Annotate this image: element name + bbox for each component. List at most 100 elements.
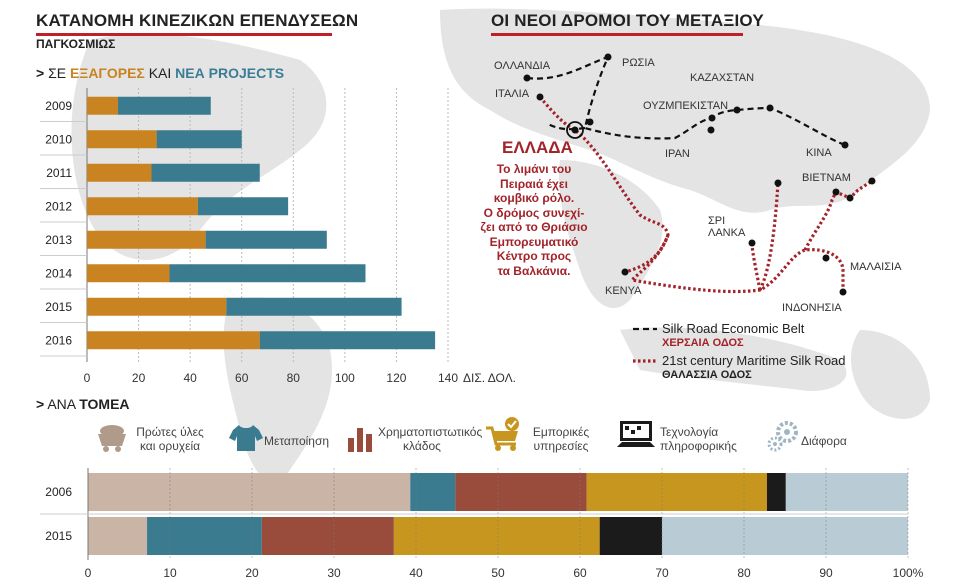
gears-icon	[767, 421, 798, 452]
x-tick-label: 120	[386, 371, 406, 385]
legend-label-other: Διάφορα	[801, 434, 847, 448]
greece-line: τα Βαλκάνια.	[497, 263, 571, 278]
left-subtitle: ΠΑΓΚΟΣΜΙΩΣ	[36, 37, 116, 51]
bar-segment	[87, 163, 152, 182]
section-and: ΚΑΙ	[148, 65, 172, 81]
label-srilanka: ΣΡΙ ΛΑΝΚΑ	[708, 215, 746, 239]
bar-segment	[87, 264, 170, 283]
legend-other-text: Διάφορα	[801, 434, 847, 448]
legend-land-en: Silk Road Economic Belt	[662, 321, 805, 336]
legend-finance-text: Χρηματοπιστωτικός κλάδος	[378, 425, 483, 453]
investment-bar-chart: 0 20 40 60 80 100 120 140 ΔΙΣ. ΔΟΛ. 2009 2010 2011 2…	[40, 88, 516, 385]
x-tick-label: 0	[84, 371, 91, 385]
bar-segment	[87, 130, 157, 149]
y-category-label: 2015	[45, 300, 72, 314]
x-tick-label: 0	[85, 566, 92, 580]
bar-segment	[87, 297, 227, 316]
right-title-underline	[491, 33, 743, 36]
x-tick-label: 140	[438, 371, 458, 385]
y-category-label: 2012	[45, 199, 72, 213]
bar-segment	[259, 331, 436, 350]
y-category-label: 2011	[46, 166, 72, 180]
greece-title: ΕΛΛΑΔΑ	[502, 138, 573, 157]
legend-it-text: Τεχνολογία πληροφορικής	[660, 425, 737, 453]
y-category-label: 2010	[45, 132, 72, 146]
bar-segment	[599, 517, 662, 555]
bar-segment	[785, 473, 908, 511]
bar-segment	[586, 473, 767, 511]
sector-bar-chart: 2006 2015 0 10 20 30 40 50 60 70 80 90 100%	[40, 468, 924, 580]
greece-line: ζει από το Θριάσιο	[480, 220, 588, 234]
x-tick-label: 60	[235, 371, 249, 385]
greece-line: Πειραιά έχει	[500, 176, 568, 191]
y-category-label: 2013	[45, 233, 72, 247]
shopping-cart-icon	[486, 417, 519, 451]
section-prefix: ΣΕ	[48, 65, 67, 81]
legend-projects-label: ΝΕΑ PROJECTS	[175, 65, 285, 81]
legend-sea-gr: ΘΑΛΑΣΣΙΑ ΟΔΟΣ	[662, 369, 752, 381]
bar-segment	[197, 197, 289, 216]
x-unit-label: ΔΙΣ. ΔΟΛ.	[463, 371, 516, 385]
section2-prefix: ΑΝΑ	[47, 396, 76, 412]
bar-segment	[87, 230, 206, 249]
bar-segment	[662, 517, 908, 555]
x-tick-label: 100%	[893, 566, 924, 580]
label-kazakhstan: ΚΑΖΑΧΣΤΑΝ	[690, 72, 755, 84]
legend-label-raw-materials: Πρώτες ύλες και ορυχεία	[134, 425, 206, 453]
label-russia: ΡΩΣΙΑ	[622, 57, 655, 69]
bar-segment	[147, 517, 262, 555]
x-tick-label: 50	[491, 566, 505, 580]
bar-segment	[156, 130, 242, 149]
legend-acquisitions-label: ΕΞΑΓΟΡΕΣ	[69, 65, 145, 81]
x-tick-label: 30	[327, 566, 341, 580]
greece-description: Το λιμάνι του Πειραιά έχει κομβικό ρόλο.…	[474, 162, 594, 278]
legend-label-commerce: Εμπορικές υπηρεσίες	[526, 425, 596, 453]
bar-chart-icon	[348, 428, 372, 452]
x-tick-label: 70	[655, 566, 669, 580]
bar-segment	[205, 230, 327, 249]
legend-label-it: Τεχνολογία πληροφορικής	[660, 425, 750, 453]
left-title-underline	[36, 33, 332, 36]
bar-segment	[766, 473, 786, 511]
bar-segment	[455, 473, 587, 511]
bar-segment	[169, 264, 366, 283]
shirt-icon	[229, 425, 263, 451]
x-tick-label: 80	[737, 566, 751, 580]
label-malaysia: ΜΑΛΑΙΣΙΑ	[850, 261, 902, 273]
label-netherlands: ΟΛΛΑΝΔΙΑ	[494, 60, 551, 72]
x-tick-label: 40	[183, 371, 197, 385]
bar-segment	[87, 96, 118, 115]
x-tick-label: 20	[245, 566, 259, 580]
greece-line: Ο δρόμος συνεχί-	[483, 205, 585, 220]
bar-segment	[88, 517, 148, 555]
legend-commerce-text: Εμπορικές υπηρεσίες	[532, 425, 590, 453]
section-sector-heading: > ΑΝΑ ΤΟΜΕΑ	[36, 396, 130, 412]
chevron-right-icon: >	[36, 396, 45, 412]
y-category-label: 2006	[45, 485, 72, 499]
route-legend: Silk Road Economic Belt ΧΕΡΣΑΙΑ ΟΔΟΣ	[662, 322, 804, 350]
label-uzbekistan: ΟΥΖΜΠΕΚΙΣΤΑΝ	[643, 100, 729, 112]
label-indonesia: ΙΝΔΟΝΗΣΙΑ	[782, 302, 842, 314]
chevron-right-icon: >	[36, 65, 45, 81]
x-tick-label: 40	[409, 566, 423, 580]
bar-segment	[88, 473, 411, 511]
y-category-label: 2016	[45, 333, 72, 347]
label-china: ΚΙΝΑ	[806, 147, 832, 159]
greece-line: Το λιμάνι του	[496, 162, 572, 176]
x-tick-label: 90	[819, 566, 833, 580]
legend-sea-en: 21st century Maritime Silk Road	[662, 353, 846, 368]
x-tick-label: 10	[163, 566, 177, 580]
greece-line: Κέντρο προς	[496, 249, 572, 263]
mining-cart-icon	[98, 425, 126, 452]
bar-segment	[117, 96, 211, 115]
y-category-label: 2009	[45, 99, 72, 113]
x-tick-label: 60	[573, 566, 587, 580]
bar-segment	[226, 297, 402, 316]
x-tick-label: 80	[287, 371, 301, 385]
bar-segment	[393, 517, 600, 555]
label-vietnam: ΒΙΕΤΝΑΜ	[802, 172, 851, 184]
x-tick-label: 100	[335, 371, 355, 385]
greece-line: κομβικό ρόλο.	[493, 191, 575, 205]
label-kenya: ΚΕΝΥΑ	[605, 285, 642, 297]
